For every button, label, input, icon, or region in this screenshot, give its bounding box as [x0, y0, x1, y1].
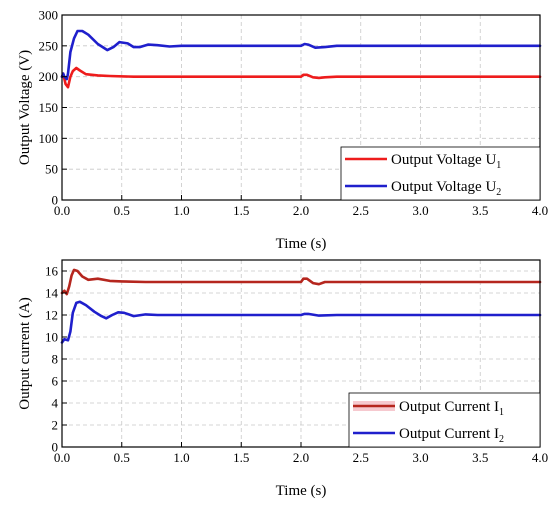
current-x-tick-label: 0.0 — [54, 450, 70, 465]
current-series-line-2 — [60, 300, 542, 344]
legend-entry-u1: Output Voltage U1 — [345, 152, 501, 171]
voltage-y-tick-label: 150 — [39, 100, 59, 115]
legend-sub-i2: 2 — [499, 434, 504, 445]
legend-sub-i1: 1 — [499, 407, 504, 418]
voltage-x-tick-label: 3.5 — [472, 203, 488, 218]
current-y-tick-label: 16 — [45, 264, 59, 279]
voltage-x-tick-label: 0.0 — [54, 203, 70, 218]
current-y-tick-label: 4 — [52, 396, 59, 411]
voltage-y-tick-labels: 0 50 100 150 200 250 300 — [39, 8, 59, 208]
current-x-tick-label: 2.5 — [353, 450, 369, 465]
voltage-x-tick-label: 1.5 — [233, 203, 249, 218]
voltage-y-tick-label: 200 — [39, 69, 59, 84]
legend-label-u2: Output Voltage U — [391, 179, 496, 195]
legend-label-u1: Output Voltage U — [391, 152, 496, 168]
current-x-tick-label: 1.5 — [233, 450, 249, 465]
legend-label-i1: Output Current I — [399, 399, 499, 415]
voltage-y-tick-label: 0 — [52, 193, 59, 208]
current-y-tick-label: 2 — [52, 418, 59, 433]
legend-entry-i2: Output Current I2 — [353, 426, 504, 445]
current-series — [60, 268, 542, 344]
voltage-y-tick-label: 50 — [45, 162, 58, 177]
voltage-x-tick-label: 2.0 — [293, 203, 309, 218]
voltage-x-tick-label: 2.5 — [353, 203, 369, 218]
legend-label-i2: Output Current I — [399, 426, 499, 442]
voltage-series-line-1 — [60, 66, 542, 89]
current-x-tick-label: 4.0 — [532, 450, 548, 465]
svg-text:Output Current I2: Output Current I2 — [399, 426, 504, 445]
svg-text:Output Current I1: Output Current I1 — [399, 399, 504, 418]
current-x-tick-label: 1.0 — [173, 450, 189, 465]
current-y-tick-labels: 0 2 4 6 8 10 12 14 16 — [45, 264, 59, 455]
svg-text:Output Voltage U1: Output Voltage U1 — [391, 152, 501, 171]
current-chart: 0.0 0.5 1.0 1.5 2.0 2.5 3.0 3.5 4.0 024681012141… — [17, 259, 548, 499]
current-x-tick-label: 3.0 — [412, 450, 428, 465]
voltage-series — [60, 29, 542, 89]
voltage-x-tick-label: 0.5 — [114, 203, 130, 218]
voltage-y-axis-title: Output Voltage (V) — [17, 50, 33, 165]
voltage-legend: Output Voltage U1 Output Voltage U2 — [340, 146, 541, 201]
voltage-chart: 0.0 0.5 1.0 1.5 2.0 2.5 3.0 3.5 4.0 0 50 100 150 200… — [17, 8, 548, 253]
current-y-tick-label: 0 — [52, 440, 59, 455]
current-x-tick-label: 2.0 — [293, 450, 309, 465]
current-x-tick-label: 0.5 — [114, 450, 130, 465]
current-y-tick-label: 12 — [45, 308, 58, 323]
legend-entry-i1: Output Current I1 — [353, 399, 504, 418]
current-series-line-1 — [60, 268, 542, 296]
voltage-y-tick-label: 250 — [39, 38, 59, 53]
current-x-tick-label: 3.5 — [472, 450, 488, 465]
current-x-tick-labels: 0.0 0.5 1.0 1.5 2.0 2.5 3.0 3.5 4.0 — [54, 450, 548, 465]
voltage-x-tick-labels: 0.0 0.5 1.0 1.5 2.0 2.5 3.0 3.5 4.0 — [54, 203, 548, 218]
current-y-tick-label: 6 — [52, 374, 59, 389]
voltage-series-line-2 — [60, 29, 542, 81]
current-legend: Output Current I1 Output Current I2 — [348, 392, 541, 448]
legend-sub-u1: 1 — [496, 160, 501, 171]
current-y-tick-label: 8 — [52, 352, 59, 367]
current-y-axis-title: Output current (A) — [17, 297, 33, 409]
legend-entry-u2: Output Voltage U2 — [345, 179, 501, 198]
voltage-y-tick-label: 100 — [39, 131, 59, 146]
voltage-x-tick-label: 4.0 — [532, 203, 548, 218]
current-y-tick-label: 14 — [45, 286, 59, 301]
voltage-legend-box — [340, 146, 541, 201]
voltage-x-tick-label: 3.0 — [412, 203, 428, 218]
current-x-axis-title: Time (s) — [276, 483, 327, 499]
legend-sub-u2: 2 — [496, 187, 501, 198]
voltage-x-axis-title: Time (s) — [276, 236, 327, 252]
voltage-y-tick-label: 300 — [39, 8, 59, 23]
svg-text:Output Voltage U2: Output Voltage U2 — [391, 179, 501, 198]
voltage-x-tick-label: 1.0 — [173, 203, 189, 218]
current-y-tick-label: 10 — [45, 330, 58, 345]
